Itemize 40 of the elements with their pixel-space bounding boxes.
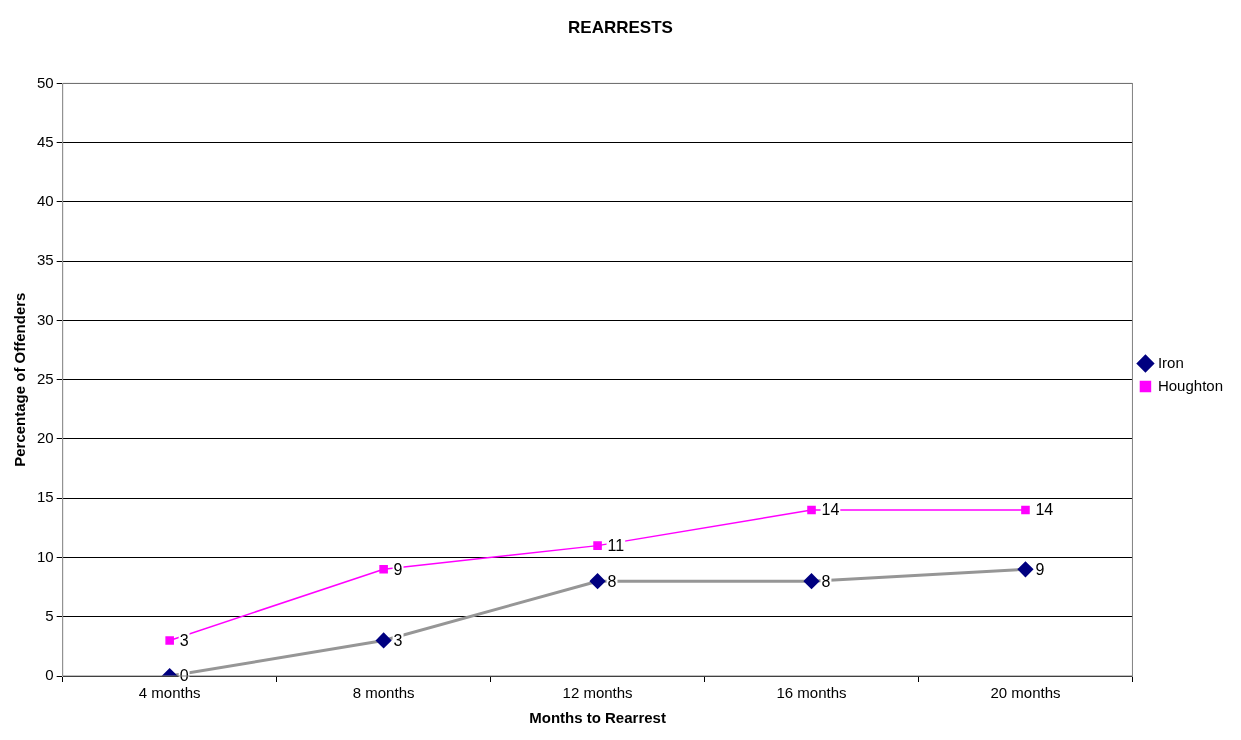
point — [379, 565, 388, 574]
point — [1017, 561, 1033, 577]
y-axis-title: Percentage of Offenders — [11, 292, 29, 467]
y-tick-label: 40 — [37, 192, 54, 210]
data-label: 14 — [1035, 501, 1054, 519]
y-tick-label: 45 — [37, 132, 54, 150]
y-tick-label: 15 — [37, 488, 54, 506]
y-tick-label: 20 — [37, 429, 54, 447]
legend-label: Iron — [1157, 353, 1184, 371]
y-tick-label: 0 — [45, 666, 54, 684]
point — [804, 573, 820, 589]
legend-label: Houghton — [1157, 376, 1224, 394]
data-label: 3 — [179, 631, 189, 649]
chart-title: REARRESTS — [568, 17, 673, 37]
x-tick-label: 16 months — [776, 684, 847, 702]
y-tick-label: 25 — [37, 369, 54, 387]
point — [807, 505, 816, 515]
point — [590, 573, 606, 589]
y-tick-label: 35 — [37, 251, 54, 269]
y-tick-label: 5 — [45, 606, 54, 624]
x-tick-label: 20 months — [990, 684, 1061, 702]
point — [165, 636, 174, 645]
y-tick-label: 30 — [37, 310, 54, 328]
data-label: 8 — [607, 572, 617, 590]
y-tick-label: 50 — [37, 73, 54, 91]
data-label: 14 — [821, 501, 840, 519]
y-tick-label: 10 — [37, 547, 54, 565]
data-label: 9 — [393, 560, 403, 578]
point — [593, 541, 602, 550]
data-label: 3 — [393, 631, 403, 649]
x-tick-label: 4 months — [138, 684, 201, 702]
point — [376, 632, 392, 648]
x-tick-label: 12 months — [562, 684, 633, 702]
data-label: 11 — [607, 537, 625, 555]
x-axis-title: Months to Rearrest — [529, 709, 666, 727]
data-label: 8 — [821, 572, 831, 590]
x-tick-label: 8 months — [352, 684, 415, 702]
data-label: 9 — [1035, 560, 1045, 578]
data-label: 0 — [179, 667, 189, 685]
point — [1021, 505, 1030, 515]
